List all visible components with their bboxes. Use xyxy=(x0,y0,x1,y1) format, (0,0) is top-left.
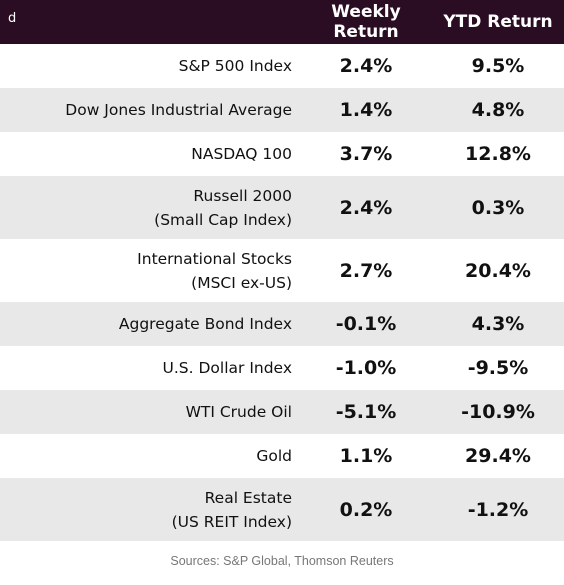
row-label: Real Estate (US REIT Index) xyxy=(0,486,300,534)
weekly-value: -1.0% xyxy=(335,357,397,379)
ytd-value: 29.4% xyxy=(465,445,531,467)
row-label-line1: Real Estate xyxy=(204,488,292,507)
row-label: NASDAQ 100 xyxy=(0,142,300,166)
table-row: Real Estate (US REIT Index) 0.2% -1.2% xyxy=(0,478,564,541)
weekly-value: -0.1% xyxy=(335,313,397,335)
table-row: U.S. Dollar Index -1.0% -9.5% xyxy=(0,346,564,390)
row-label-line1: Gold xyxy=(256,447,292,465)
table-row: Gold 1.1% 29.4% xyxy=(0,434,564,478)
ytd-value: 4.3% xyxy=(471,313,525,335)
row-label-line2: (MSCI ex-US) xyxy=(191,273,292,292)
table-row: Aggregate Bond Index -0.1% 4.3% xyxy=(0,302,564,346)
row-label-line1: NASDAQ 100 xyxy=(191,145,292,163)
row-label: S&P 500 Index xyxy=(0,54,300,78)
weekly-value: 2.4% xyxy=(339,196,393,219)
table-row: Russell 2000 (Small Cap Index) 2.4% 0.3% xyxy=(0,176,564,239)
row-label-line1: International Stocks xyxy=(137,249,292,268)
row-label-line1: WTI Crude Oil xyxy=(185,403,292,421)
weekly-value: 3.7% xyxy=(339,143,393,165)
table-header: d Weekly Return YTD Return xyxy=(0,0,564,44)
weekly-value: 2.7% xyxy=(339,259,393,282)
weekly-value: 0.2% xyxy=(339,498,393,521)
row-label-line1: S&P 500 Index xyxy=(178,57,292,75)
ytd-value: 12.8% xyxy=(465,143,531,165)
ytd-value: 4.8% xyxy=(471,99,525,121)
ytd-value: 20.4% xyxy=(465,259,531,282)
returns-table: d Weekly Return YTD Return S&P 500 Index… xyxy=(0,0,564,568)
ytd-value: -1.2% xyxy=(467,498,529,521)
header-corner-text: d xyxy=(8,11,17,26)
row-label: Aggregate Bond Index xyxy=(0,312,300,336)
table-row: NASDAQ 100 3.7% 12.8% xyxy=(0,132,564,176)
weekly-value: -5.1% xyxy=(335,401,397,423)
table-row: S&P 500 Index 2.4% 9.5% xyxy=(0,44,564,88)
row-label-line1: Dow Jones Industrial Average xyxy=(65,101,292,119)
row-label-line1: U.S. Dollar Index xyxy=(162,359,292,377)
table-row: WTI Crude Oil -5.1% -10.9% xyxy=(0,390,564,434)
row-label: Russell 2000 (Small Cap Index) xyxy=(0,184,300,232)
weekly-value: 1.1% xyxy=(339,445,393,467)
header-weekly-return: Weekly Return xyxy=(331,2,401,42)
sources-footer: Sources: S&P Global, Thomson Reuters xyxy=(170,554,394,568)
ytd-value: -10.9% xyxy=(461,401,535,423)
weekly-value: 2.4% xyxy=(339,55,393,77)
ytd-value: 0.3% xyxy=(471,196,525,219)
row-label-line1: Russell 2000 xyxy=(193,186,292,205)
row-label: Gold xyxy=(0,444,300,468)
ytd-value: 9.5% xyxy=(471,55,525,77)
row-label: U.S. Dollar Index xyxy=(0,356,300,380)
table-row: International Stocks (MSCI ex-US) 2.7% 2… xyxy=(0,239,564,302)
row-label: WTI Crude Oil xyxy=(0,400,300,424)
row-label-line1: Aggregate Bond Index xyxy=(118,315,292,333)
header-ytd-return: YTD Return xyxy=(443,12,553,32)
weekly-value: 1.4% xyxy=(339,99,393,121)
ytd-value: -9.5% xyxy=(467,357,529,379)
row-label-line2: (Small Cap Index) xyxy=(154,210,292,229)
row-label-line2: (US REIT Index) xyxy=(171,512,292,531)
table-row: Dow Jones Industrial Average 1.4% 4.8% xyxy=(0,88,564,132)
row-label: Dow Jones Industrial Average xyxy=(0,98,300,122)
row-label: International Stocks (MSCI ex-US) xyxy=(0,247,300,295)
